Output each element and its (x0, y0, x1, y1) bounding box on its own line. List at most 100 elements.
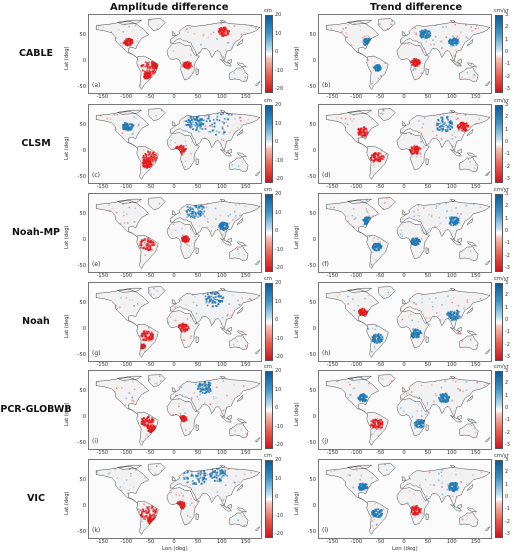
panel-label: (l) (322, 527, 328, 534)
y-axis-label: Lat (deg) (64, 46, 70, 70)
map-canvas (319, 371, 491, 449)
colorbar-tick: 3 (505, 12, 508, 18)
x-tick-label: -100 (346, 273, 366, 279)
model-label: CABLE (0, 48, 72, 59)
y-tick-label: 0 (72, 414, 86, 420)
x-tick-label: -50 (370, 273, 390, 279)
y-tick-label: -50 (72, 263, 86, 269)
y-tick-label: 50 (72, 32, 86, 38)
x-tick-label: -100 (346, 184, 366, 190)
model-label: VIC (0, 493, 72, 504)
colorbar-tick: 0 (505, 139, 508, 145)
panel-label: (e) (92, 261, 100, 268)
y-tick-label: -50 (302, 84, 316, 90)
y-tick-label: 0 (302, 326, 316, 332)
x-tick-label: 50 (418, 184, 438, 190)
column-title: Trend difference (370, 2, 462, 13)
x-tick-label: -150 (322, 94, 342, 100)
panel-label: (g) (92, 350, 101, 357)
colorbar (495, 460, 503, 538)
map-canvas (89, 105, 261, 183)
colorbar-tick: 0 (275, 49, 278, 55)
y-tick-label: 0 (72, 148, 86, 154)
x-tick-label: 50 (188, 539, 208, 545)
y-axis-label: Lat (deg) (294, 491, 300, 515)
y-axis-label: Lat (deg) (64, 491, 70, 515)
y-tick-label: 50 (302, 122, 316, 128)
colorbar-tick: 2 (505, 469, 508, 475)
x-tick-label: -150 (322, 273, 342, 279)
world-map (88, 14, 262, 94)
y-tick-label: -50 (302, 352, 316, 358)
x-tick-label: 0 (394, 94, 414, 100)
x-tick-label: -100 (116, 184, 136, 190)
x-tick-label: 100 (442, 94, 462, 100)
x-tick-label: 150 (466, 362, 486, 368)
y-axis-label: Lat (deg) (64, 402, 70, 426)
colorbar-tick: -3 (505, 531, 510, 537)
colorbar-tick: 0 (505, 494, 508, 500)
y-tick-label: 0 (72, 58, 86, 64)
x-tick-label: 50 (188, 273, 208, 279)
x-tick-label: -50 (140, 450, 160, 456)
colorbar-tick: 0 (275, 139, 278, 145)
colorbar-tick: -2 (505, 519, 510, 525)
x-tick-label: -150 (92, 450, 112, 456)
colorbar (265, 460, 273, 538)
colorbar (265, 283, 273, 361)
x-tick-label: 100 (442, 184, 462, 190)
colorbar-tick: -10 (275, 424, 283, 430)
x-tick-label: 100 (442, 362, 462, 368)
panel-label: (d) (322, 172, 331, 179)
x-tick-label: 0 (394, 273, 414, 279)
x-tick-label: -100 (116, 273, 136, 279)
colorbar (265, 371, 273, 449)
x-tick-label: 50 (188, 362, 208, 368)
y-tick-label: -50 (302, 529, 316, 535)
x-tick-label: 50 (188, 184, 208, 190)
x-tick-label: -50 (370, 184, 390, 190)
colorbar-tick: 10 (275, 121, 281, 127)
colorbar (495, 194, 503, 272)
panel-label: (i) (92, 438, 98, 445)
colorbar-unit: cm (264, 187, 272, 193)
y-tick-label: -50 (302, 263, 316, 269)
world-map (318, 459, 492, 539)
colorbar-tick: 10 (275, 210, 281, 216)
y-tick-label: -50 (72, 529, 86, 535)
world-map (88, 370, 262, 450)
x-tick-label: -100 (346, 94, 366, 100)
colorbar-tick: -2 (505, 164, 510, 170)
y-tick-label: 50 (302, 211, 316, 217)
colorbar-tick: -20 (275, 531, 283, 537)
colorbar-tick: -3 (505, 354, 510, 360)
colorbar (265, 194, 273, 272)
x-tick-label: 0 (394, 184, 414, 190)
x-tick-label: -100 (116, 94, 136, 100)
x-tick-label: 100 (442, 273, 462, 279)
map-panel: (i) (88, 370, 260, 448)
y-tick-label: 0 (302, 414, 316, 420)
panel-label: (k) (92, 527, 100, 534)
x-tick-label: -150 (322, 362, 342, 368)
column-title: Amplitude difference (110, 2, 229, 13)
x-tick-label: -150 (92, 539, 112, 545)
world-map (318, 193, 492, 273)
map-canvas (319, 460, 491, 538)
map-canvas (89, 460, 261, 538)
y-tick-label: 0 (302, 58, 316, 64)
x-tick-label: -150 (92, 184, 112, 190)
y-tick-label: -50 (72, 440, 86, 446)
x-tick-label: -100 (346, 450, 366, 456)
colorbar-tick: 3 (505, 368, 508, 374)
x-tick-label: 50 (418, 273, 438, 279)
y-tick-label: -50 (72, 352, 86, 358)
map-panel: (f) (318, 193, 490, 271)
x-tick-label: -150 (92, 362, 112, 368)
x-tick-label: -50 (370, 539, 390, 545)
x-axis-label: Lon (deg) (162, 546, 188, 552)
x-tick-label: 100 (442, 450, 462, 456)
colorbar-tick: -20 (275, 86, 283, 92)
colorbar-tick: -3 (505, 265, 510, 271)
colorbar-tick: -3 (505, 176, 510, 182)
